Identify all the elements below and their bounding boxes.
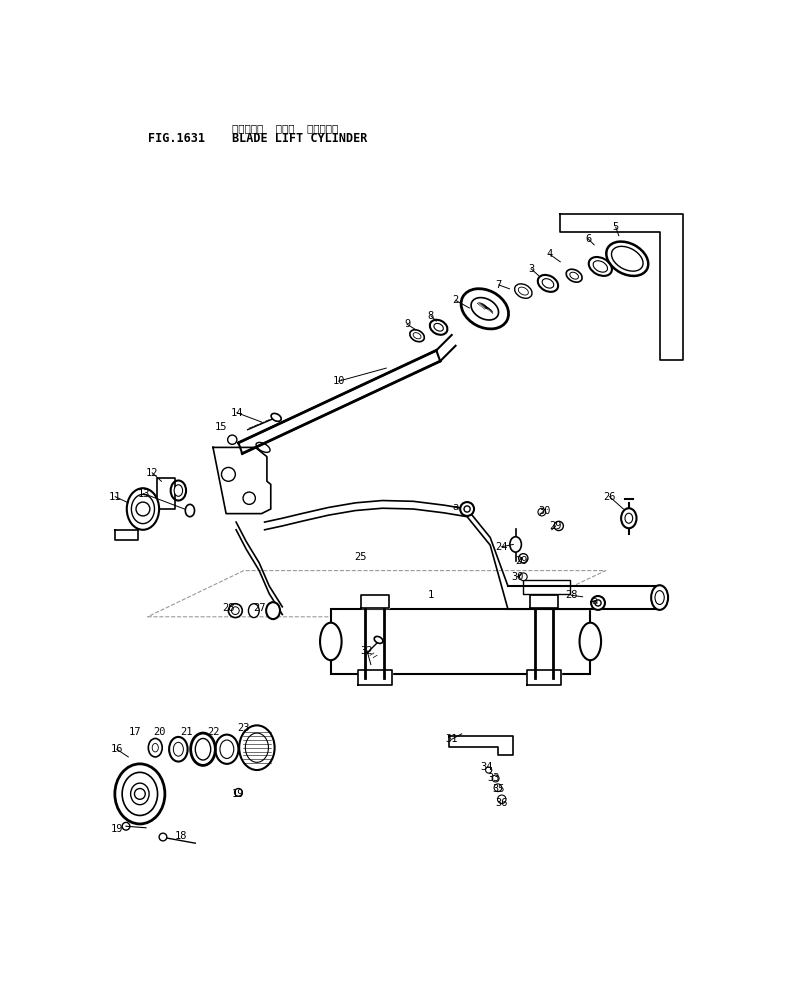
Bar: [331, 609, 591, 674]
Ellipse shape: [126, 488, 159, 530]
Polygon shape: [523, 579, 569, 594]
Text: 17: 17: [128, 727, 141, 736]
Ellipse shape: [621, 509, 637, 528]
Text: 15: 15: [215, 422, 227, 432]
Text: 7: 7: [495, 280, 502, 290]
Ellipse shape: [510, 537, 522, 552]
Polygon shape: [530, 595, 558, 608]
Text: a: a: [452, 503, 459, 513]
Ellipse shape: [611, 246, 643, 271]
Text: 22: 22: [207, 727, 219, 736]
Text: FIG.1631: FIG.1631: [148, 133, 204, 145]
Text: a: a: [591, 596, 597, 607]
Text: 30: 30: [511, 572, 523, 581]
Ellipse shape: [114, 764, 165, 824]
Text: 16: 16: [111, 744, 123, 754]
Text: 30: 30: [538, 506, 550, 516]
Ellipse shape: [169, 736, 188, 762]
Text: 32: 32: [361, 646, 374, 656]
Text: 13: 13: [138, 489, 150, 499]
Circle shape: [460, 502, 474, 516]
Circle shape: [486, 767, 492, 773]
Text: 33: 33: [488, 773, 500, 783]
Polygon shape: [238, 351, 440, 454]
Text: 31: 31: [445, 735, 458, 744]
Text: 8: 8: [428, 310, 434, 321]
Ellipse shape: [191, 734, 215, 765]
Circle shape: [122, 822, 130, 830]
Text: 1: 1: [428, 590, 434, 600]
Text: 12: 12: [146, 467, 158, 478]
Circle shape: [494, 784, 502, 791]
Ellipse shape: [215, 735, 238, 764]
Ellipse shape: [580, 623, 601, 660]
Text: 11: 11: [109, 492, 122, 502]
Polygon shape: [213, 448, 271, 514]
Text: 3: 3: [528, 264, 534, 274]
Text: 26: 26: [603, 492, 616, 502]
Circle shape: [235, 789, 242, 796]
Text: 19: 19: [231, 789, 244, 799]
Ellipse shape: [413, 333, 421, 339]
Circle shape: [228, 604, 242, 618]
Circle shape: [554, 521, 564, 530]
Text: 2: 2: [452, 296, 459, 305]
Ellipse shape: [518, 287, 529, 295]
Text: 9: 9: [404, 319, 410, 329]
Ellipse shape: [651, 585, 668, 610]
Ellipse shape: [320, 623, 342, 660]
Polygon shape: [508, 586, 660, 609]
Text: 24: 24: [495, 542, 508, 552]
Ellipse shape: [542, 279, 554, 288]
Text: 29: 29: [549, 520, 562, 531]
Text: 25: 25: [354, 552, 366, 562]
Text: 20: 20: [153, 727, 166, 736]
Circle shape: [518, 554, 528, 563]
Circle shape: [159, 833, 167, 841]
Text: ブレード゚  リフト  シリンタ゚: ブレード゚ リフト シリンタ゚: [232, 123, 339, 133]
Text: 21: 21: [180, 727, 192, 736]
Text: 36: 36: [495, 798, 508, 808]
Polygon shape: [361, 595, 389, 608]
Text: 5: 5: [613, 222, 619, 232]
Circle shape: [492, 775, 499, 782]
Text: 10: 10: [332, 376, 345, 386]
Text: 18: 18: [174, 831, 187, 842]
Text: 35: 35: [492, 785, 505, 794]
Text: 28: 28: [564, 590, 577, 600]
Ellipse shape: [271, 413, 281, 421]
Text: 19: 19: [111, 824, 123, 834]
Circle shape: [498, 795, 506, 803]
Ellipse shape: [174, 485, 183, 496]
Text: 23: 23: [238, 724, 250, 734]
Ellipse shape: [434, 323, 444, 331]
Text: 28: 28: [222, 603, 235, 614]
Circle shape: [591, 596, 605, 610]
Polygon shape: [115, 478, 175, 540]
Ellipse shape: [461, 289, 509, 329]
Ellipse shape: [266, 602, 280, 619]
Text: 14: 14: [231, 408, 243, 417]
Polygon shape: [358, 670, 392, 685]
Text: 34: 34: [480, 762, 493, 772]
Text: 27: 27: [254, 603, 266, 614]
Ellipse shape: [239, 726, 274, 770]
Ellipse shape: [570, 272, 579, 279]
Text: 6: 6: [585, 234, 591, 244]
Ellipse shape: [149, 738, 162, 757]
Text: 4: 4: [546, 249, 553, 259]
Polygon shape: [527, 670, 561, 685]
Polygon shape: [449, 736, 514, 755]
Ellipse shape: [593, 261, 607, 272]
Text: BLADE LIFT CYLINDER: BLADE LIFT CYLINDER: [232, 133, 367, 145]
Circle shape: [519, 573, 527, 580]
Circle shape: [538, 509, 545, 516]
Ellipse shape: [374, 636, 383, 643]
Ellipse shape: [248, 604, 259, 618]
Polygon shape: [560, 214, 683, 360]
Text: 29: 29: [514, 556, 527, 566]
